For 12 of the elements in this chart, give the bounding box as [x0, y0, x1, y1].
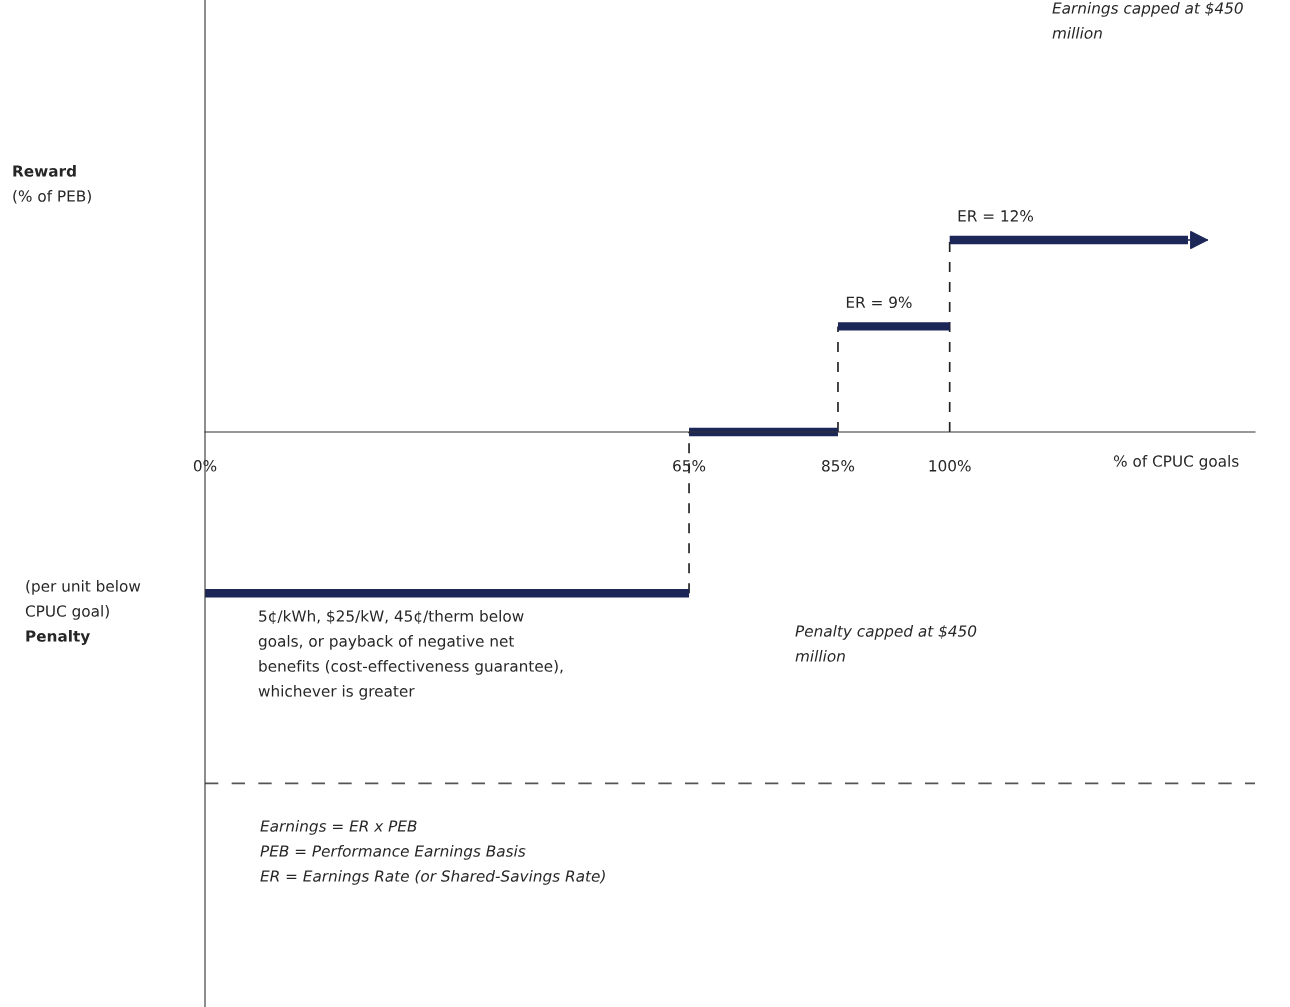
x-axis-title: % of CPUC goals [1113, 455, 1239, 470]
text: (per unit below CPUC goal) Penalty [25, 580, 141, 645]
x-tick-label: 0% [193, 460, 217, 472]
text: Penalty capped at $450 million [795, 625, 977, 662]
annotation: ER = 12% [958, 210, 1034, 222]
x-tick-label: 85% [822, 460, 855, 472]
x-tick-label: 100% [929, 460, 971, 472]
annotation: ER = 9% [846, 296, 912, 309]
text: Earnings capped at $450 million [1052, 2, 1243, 39]
text: Earnings = ER x PEB PEB = Performance Earnings Basis ER = Earnings Rate (or Shared-Savings Rate) [260, 820, 605, 885]
text: 5¢/kWh, $25/kW, 45¢/therm below goals, or payback of negative net benefits (cost-effectiveness guarantee), whichever is greater [258, 610, 563, 700]
text: Reward (% of PEB) [13, 165, 91, 204]
